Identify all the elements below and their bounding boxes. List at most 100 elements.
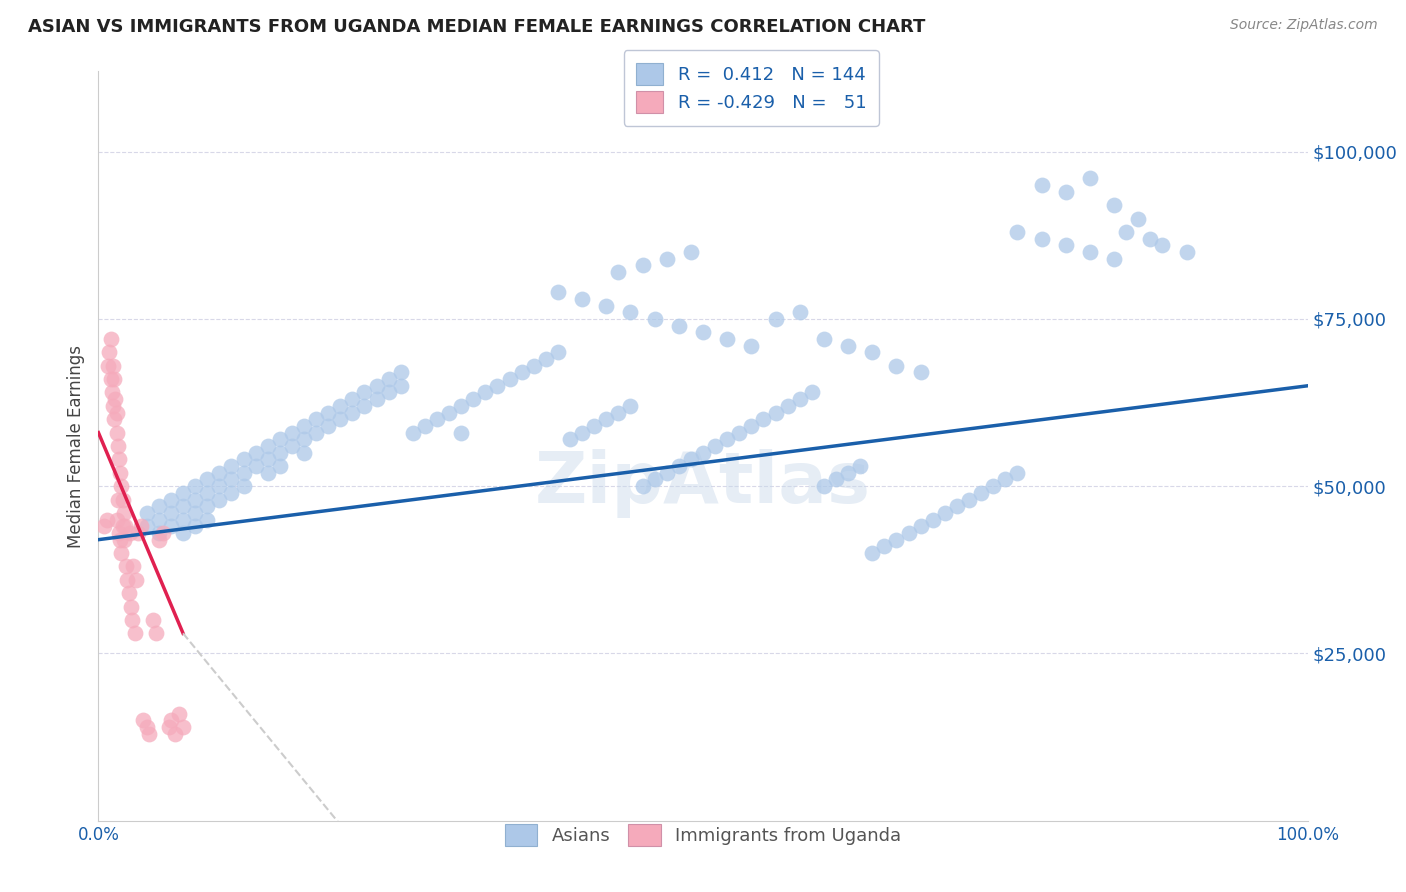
Point	[195, 500, 218, 514]
Point	[571, 425, 593, 440]
Point	[121, 613, 143, 627]
Point	[100, 332, 122, 346]
Point	[232, 479, 254, 493]
Point	[946, 500, 969, 514]
Point	[256, 452, 278, 467]
Point	[716, 433, 738, 447]
Point	[138, 726, 160, 740]
Point	[679, 244, 702, 259]
Point	[789, 305, 811, 319]
Point	[1054, 238, 1077, 252]
Point	[910, 366, 932, 380]
Point	[172, 720, 194, 734]
Point	[105, 512, 128, 526]
Point	[558, 433, 581, 447]
Point	[125, 573, 148, 587]
Point	[108, 533, 131, 547]
Point	[256, 439, 278, 453]
Point	[118, 586, 141, 600]
Point	[316, 419, 339, 434]
Point	[402, 425, 425, 440]
Point	[101, 399, 124, 413]
Point	[114, 519, 136, 533]
Text: ASIAN VS IMMIGRANTS FROM UGANDA MEDIAN FEMALE EARNINGS CORRELATION CHART: ASIAN VS IMMIGRANTS FROM UGANDA MEDIAN F…	[28, 18, 925, 36]
Legend: Asians, Immigrants from Uganda: Asians, Immigrants from Uganda	[494, 813, 912, 856]
Point	[157, 720, 180, 734]
Point	[195, 473, 218, 487]
Point	[644, 312, 666, 326]
Point	[631, 479, 654, 493]
Point	[245, 446, 267, 460]
Point	[110, 546, 132, 560]
Point	[172, 512, 194, 526]
Point	[292, 419, 315, 434]
Point	[184, 506, 207, 520]
Point	[571, 292, 593, 306]
Point	[910, 519, 932, 533]
Point	[208, 479, 231, 493]
Point	[342, 405, 364, 420]
Point	[1007, 466, 1029, 480]
Point	[184, 492, 207, 507]
Point	[316, 405, 339, 420]
Point	[353, 385, 375, 400]
Point	[221, 473, 243, 487]
Point	[655, 466, 678, 480]
Point	[329, 412, 352, 426]
Point	[256, 466, 278, 480]
Point	[860, 345, 883, 359]
Point	[728, 425, 751, 440]
Point	[413, 419, 436, 434]
Point	[100, 385, 122, 400]
Point	[208, 466, 231, 480]
Point	[1115, 225, 1137, 239]
Point	[120, 599, 142, 614]
Point	[305, 412, 328, 426]
Point	[100, 372, 122, 386]
Point	[595, 412, 617, 426]
Point	[148, 512, 170, 526]
Point	[981, 479, 1004, 493]
Point	[118, 526, 141, 541]
Y-axis label: Median Female Earnings: Median Female Earnings	[66, 344, 84, 548]
Point	[389, 378, 412, 392]
Point	[108, 526, 131, 541]
Point	[160, 492, 183, 507]
Point	[1139, 231, 1161, 245]
Point	[269, 458, 291, 473]
Point	[366, 378, 388, 392]
Point	[112, 533, 135, 547]
Point	[740, 419, 762, 434]
Point	[377, 372, 399, 386]
Point	[523, 359, 546, 373]
Point	[1102, 252, 1125, 266]
Point	[1031, 178, 1053, 192]
Point	[510, 366, 533, 380]
Point	[184, 479, 207, 493]
Point	[342, 392, 364, 407]
Point	[124, 626, 146, 640]
Point	[108, 466, 131, 480]
Point	[329, 399, 352, 413]
Point	[837, 466, 859, 480]
Point	[148, 526, 170, 541]
Point	[450, 399, 472, 413]
Point	[619, 305, 641, 319]
Point	[668, 458, 690, 473]
Point	[184, 519, 207, 533]
Point	[172, 500, 194, 514]
Point	[377, 385, 399, 400]
Point	[607, 405, 630, 420]
Point	[195, 512, 218, 526]
Point	[104, 392, 127, 407]
Point	[169, 706, 191, 721]
Point	[103, 372, 125, 386]
Point	[752, 412, 775, 426]
Point	[474, 385, 496, 400]
Point	[547, 345, 569, 359]
Point	[607, 265, 630, 279]
Point	[269, 446, 291, 460]
Point	[232, 452, 254, 467]
Point	[232, 466, 254, 480]
Point	[957, 492, 980, 507]
